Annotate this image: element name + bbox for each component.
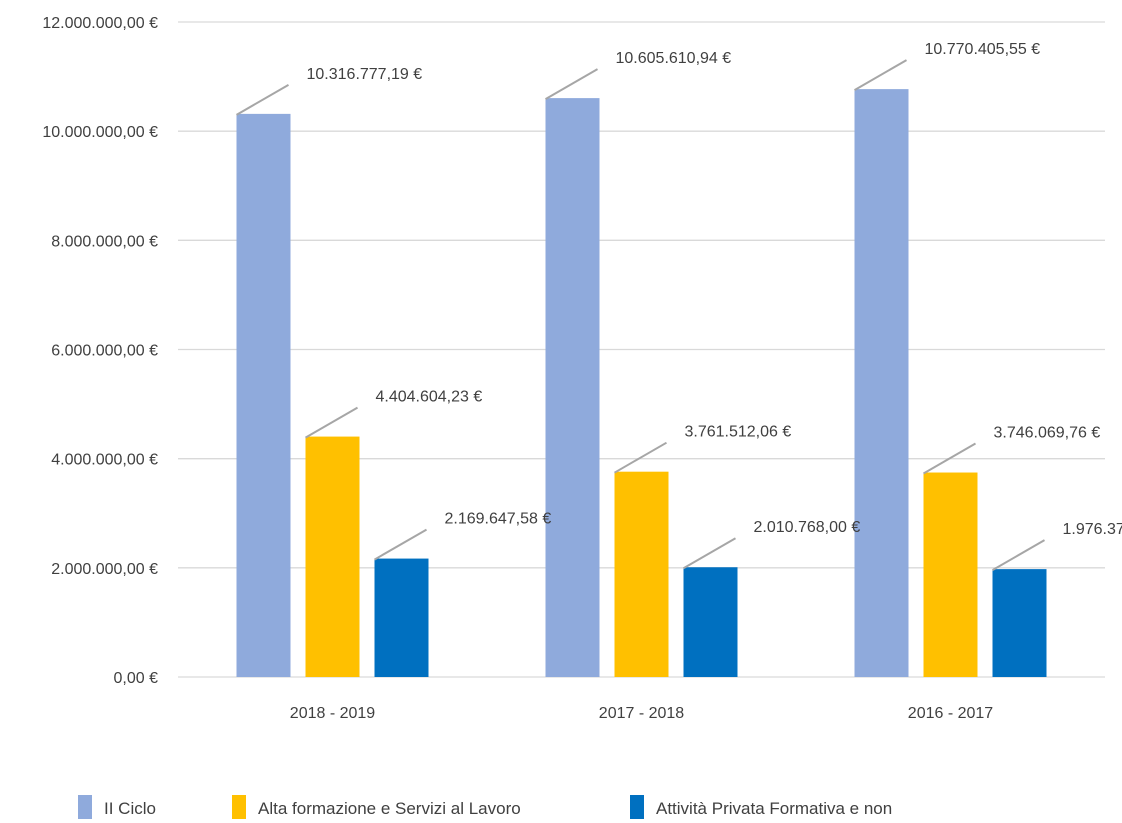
data-label: 10.605.610,94 € [616,50,732,67]
bar [236,113,291,677]
bar [374,558,429,677]
bar [854,89,909,678]
data-label: 10.316.777,19 € [307,66,423,83]
bar [614,471,669,677]
bar [992,569,1047,677]
data-label: 3.746.069,76 € [994,425,1101,442]
y-axis-tick-labels: 0,00 € 2.000.000,00 € 4.000.000,00 € 6.000.… [42,15,158,687]
legend-swatch [232,795,246,819]
legend: II Ciclo Alta formazione e Servizi al Lav… [78,795,892,819]
bar [305,436,360,677]
leader-line [683,537,736,570]
leader-lines [236,59,1045,571]
data-label: 4.404.604,23 € [376,389,483,406]
legend-label: II Ciclo [104,799,156,818]
data-label: 2.010.768,00 € [754,519,861,536]
data-label: 2.169.647,58 € [445,511,552,528]
x-tick-label: 2017 - 2018 [599,705,685,722]
legend-label: Alta formazione e Servizi al Lavoro [258,799,521,818]
bar [545,98,600,677]
x-tick-label: 2016 - 2017 [908,705,994,722]
y-tick-label: 10.000.000,00 € [42,124,158,141]
data-label: 3.761.512,06 € [685,424,792,441]
legend-swatch [78,795,92,819]
bar [683,567,738,677]
leader-line [992,539,1045,571]
y-tick-label: 8.000.000,00 € [51,233,158,250]
legend-label: Attività Privata Formativa e non [656,799,892,818]
bar [923,472,978,677]
legend-swatch [630,795,644,819]
x-axis-tick-labels: 2018 - 2019 2017 - 2018 2016 - 2017 [290,705,994,722]
x-tick-label: 2018 - 2019 [290,705,376,722]
leader-line [374,528,427,561]
data-label: 10.770.405,55 € [925,41,1041,58]
leader-line [854,59,907,91]
leader-line [545,68,598,100]
data-label: 1.976.379,69 € [1063,521,1122,538]
data-labels: 10.316.777,19 € 4.404.604,23 € 2.169.647,5… [307,41,1122,538]
y-tick-label: 4.000.000,00 € [51,452,158,469]
y-tick-label: 12.000.000,00 € [42,15,158,32]
y-tick-label: 6.000.000,00 € [51,343,158,360]
y-tick-label: 0,00 € [114,670,159,687]
leader-line [236,84,289,116]
bars [236,89,1047,678]
leader-line [305,406,358,439]
y-tick-label: 2.000.000,00 € [51,561,158,578]
leader-line [614,441,667,474]
leader-line [923,442,976,475]
